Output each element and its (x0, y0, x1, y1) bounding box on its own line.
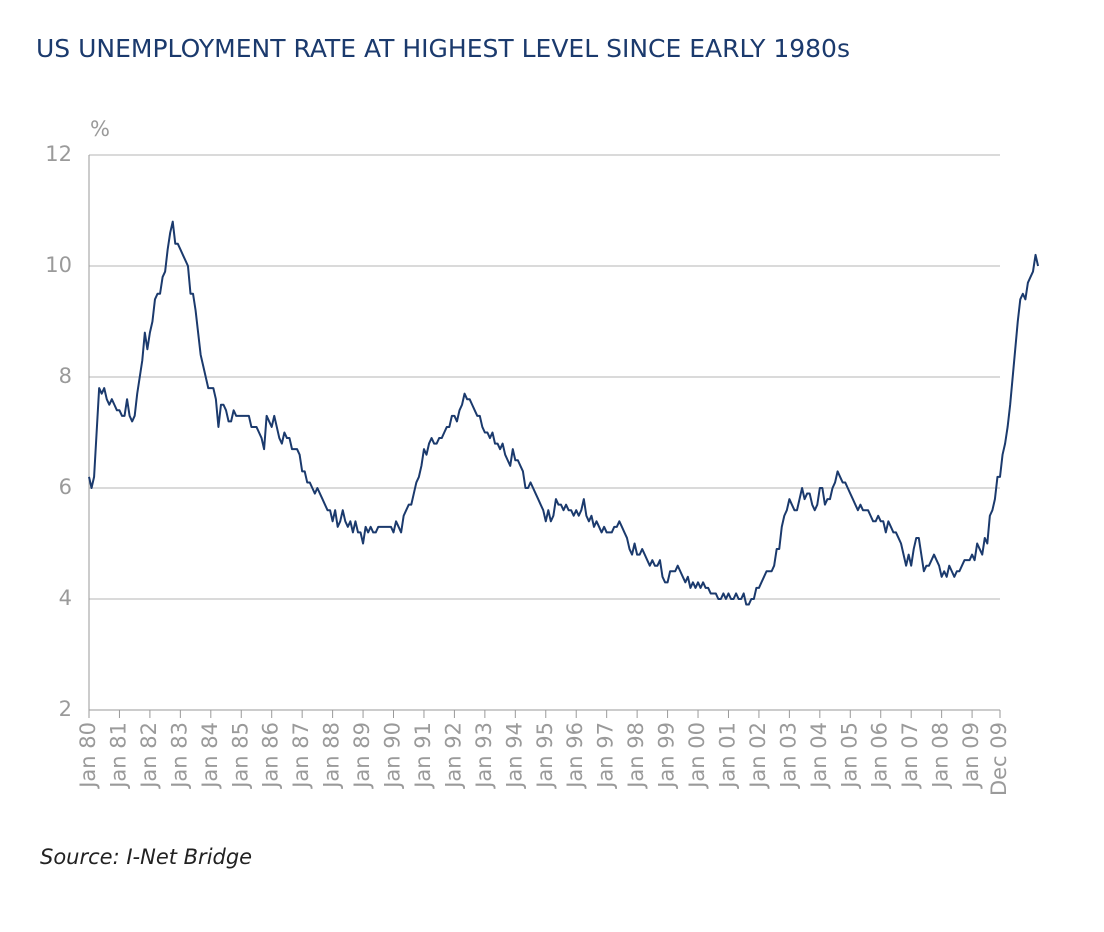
y-tick-label: 8 (59, 364, 72, 388)
x-tick-label: Jan 82 (137, 722, 161, 790)
x-tick-label: Jan 87 (289, 722, 313, 790)
x-tick-label: Jan 03 (776, 722, 800, 790)
y-tick-label: 12 (45, 142, 72, 166)
y-tick-label: 2 (59, 697, 72, 721)
x-tick-label: Dec 09 (987, 722, 1011, 796)
x-tick-label: Jan 86 (259, 722, 283, 790)
x-tick-label: Jan 95 (533, 722, 557, 790)
y-axis-label: % (90, 117, 110, 141)
x-tick-label: Jan 88 (320, 722, 344, 790)
chart-title: US UNEMPLOYMENT RATE AT HIGHEST LEVEL SI… (36, 34, 850, 63)
y-tick-label: 6 (59, 475, 72, 499)
x-tick-label: Jan 97 (594, 722, 618, 790)
x-tick-label: Jan 01 (715, 722, 739, 790)
x-tick-label: Jan 94 (502, 722, 526, 790)
y-tick-label: 10 (45, 253, 72, 277)
x-tick-label: Jan 91 (411, 722, 435, 790)
x-tick-label: Jan 84 (198, 722, 222, 790)
x-tick-label: Jan 02 (746, 722, 770, 790)
x-tick-label: Jan 04 (807, 722, 831, 790)
line (88, 220, 1040, 606)
x-tick-label: Jan 90 (381, 722, 405, 790)
x-tick-label: Jan 99 (655, 722, 679, 790)
x-tick-label: Jan 09 (959, 722, 983, 790)
x-tick-label: Jan 83 (167, 722, 191, 790)
x-tick-label: Jan 96 (563, 722, 587, 790)
x-tick-label: Jan 85 (228, 722, 252, 790)
x-tick-label: Jan 08 (929, 722, 953, 790)
x-tick-label: Jan 93 (472, 722, 496, 790)
x-tick-label: Jan 07 (898, 722, 922, 790)
x-tick-label: Jan 92 (441, 722, 465, 790)
source: Source: I-Net Bridge (40, 845, 252, 869)
x-tick-label: Jan 98 (624, 722, 648, 790)
x-tick-label: Jan 00 (685, 722, 709, 790)
x-tick-label: Jan 89 (350, 722, 374, 790)
x-tick-label: Jan 06 (868, 722, 892, 790)
x-tick-label: Jan 05 (837, 722, 861, 790)
x-tick-label: Jan 80 (76, 722, 100, 790)
y-tick-label: 4 (59, 586, 72, 610)
x-tick-label: Jan 81 (106, 722, 130, 790)
